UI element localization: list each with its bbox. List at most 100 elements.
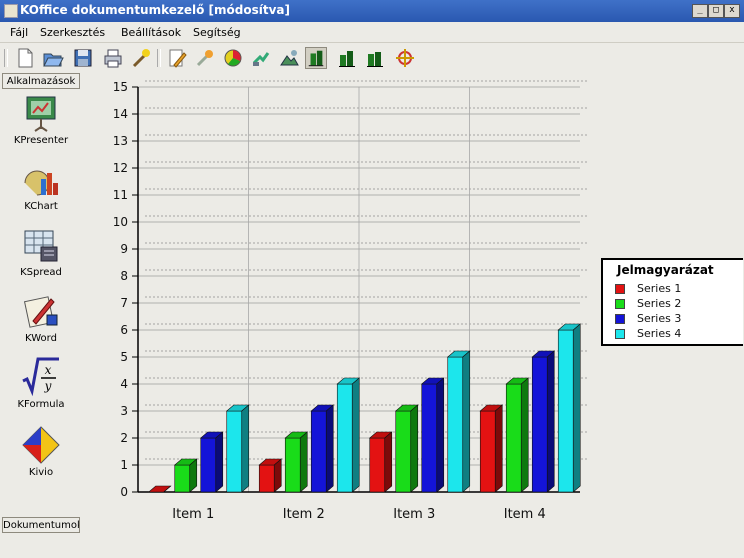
app-kivio[interactable]: Kivio <box>2 425 80 487</box>
bar <box>557 323 582 493</box>
kformula-icon: x y <box>22 357 59 397</box>
x-tick-label: Item 1 <box>172 507 214 522</box>
menu-edit[interactable]: Szerkesztés <box>40 26 106 39</box>
y-tick-label: 11 <box>113 188 128 202</box>
menu-file[interactable]: Fájl <box>10 26 29 39</box>
legend-label: Series 3 <box>637 312 682 325</box>
bar <box>446 350 471 493</box>
y-tick-label: 8 <box>120 269 128 283</box>
area-icon[interactable] <box>394 47 416 69</box>
tab-documents[interactable]: Dokumentumok <box>2 517 80 533</box>
bar <box>531 350 556 493</box>
legend-swatch <box>615 314 625 324</box>
app-kchart[interactable]: KChart <box>2 159 80 221</box>
bar-chart-button[interactable] <box>305 47 327 69</box>
pie-chart-icon[interactable] <box>336 47 358 69</box>
data-edit-icon[interactable] <box>250 47 272 69</box>
app-label: Kivio <box>28 467 54 478</box>
x-tick-label: Item 4 <box>504 507 546 522</box>
y-tick-label: 1 <box>120 458 128 472</box>
maximize-button[interactable]: □ <box>708 4 724 18</box>
toolbar-separator <box>157 49 161 67</box>
y-tick-label: 13 <box>113 134 128 148</box>
chart-bars <box>147 323 582 493</box>
minimize-button[interactable]: _ <box>692 4 708 18</box>
kspread-icon <box>24 230 58 262</box>
new-icon[interactable] <box>14 47 36 69</box>
y-tick-label: 5 <box>120 350 128 364</box>
page-layout-icon[interactable] <box>278 47 300 69</box>
kpresenter-icon <box>26 96 56 132</box>
app-label: KSpread <box>20 267 62 278</box>
bar-chart-icon <box>308 50 324 67</box>
y-tick-label: 12 <box>113 161 128 175</box>
bar <box>225 404 250 493</box>
open-icon[interactable] <box>42 47 64 69</box>
y-tick-label: 0 <box>120 485 128 499</box>
app-icon <box>4 4 18 18</box>
bar <box>284 431 309 493</box>
legend-title: Jelmagyarázat <box>617 263 714 277</box>
save-icon[interactable] <box>72 47 94 69</box>
config-icon[interactable] <box>194 47 216 69</box>
menu-settings[interactable]: Beállítások <box>121 26 182 39</box>
y-tick-label: 6 <box>120 323 128 337</box>
bar <box>479 404 504 493</box>
sidebar: Alkalmazások KPresenter KChart KSpread <box>0 73 82 543</box>
y-tick-label: 3 <box>120 404 128 418</box>
bar <box>310 404 335 493</box>
toolbar-grip[interactable] <box>4 49 8 67</box>
bar <box>368 431 393 493</box>
app-label: KChart <box>24 201 58 212</box>
svg-text:x: x <box>45 363 52 377</box>
y-tick-label: 9 <box>120 242 128 256</box>
legend-label: Series 2 <box>637 297 682 310</box>
legend-swatch <box>615 329 625 339</box>
bar <box>147 485 172 493</box>
y-tick-label: 15 <box>113 80 128 94</box>
y-tick-label: 10 <box>113 215 128 229</box>
legend-label: Series 1 <box>637 282 682 295</box>
title-bar: KOffice dokumentumkezelő [módosítva] _ □… <box>0 0 744 22</box>
bar <box>394 404 419 493</box>
close-button[interactable]: x <box>724 4 740 18</box>
kchart-icon <box>24 170 58 196</box>
legend: Jelmagyarázat Series 1 Series 2 Series 3… <box>601 258 743 346</box>
kivio-icon <box>22 426 60 464</box>
x-tick-label: Item 3 <box>393 507 435 522</box>
app-label: KPresenter <box>13 135 69 146</box>
svg-text:y: y <box>44 379 52 393</box>
y-tick-label: 7 <box>120 296 128 310</box>
line-chart-icon[interactable] <box>364 47 386 69</box>
y-tick-label: 4 <box>120 377 128 391</box>
toolbar <box>0 43 744 73</box>
kword-icon <box>23 296 58 328</box>
tab-applications[interactable]: Alkalmazások <box>2 73 80 89</box>
print-icon[interactable] <box>102 47 124 69</box>
chart-type-icon[interactable] <box>222 47 244 69</box>
legend-swatch <box>615 299 625 309</box>
y-tick-label: 2 <box>120 431 128 445</box>
bar <box>199 431 224 493</box>
x-tick-label: Item 2 <box>283 507 325 522</box>
menu-bar: Fájl Szerkesztés Beállítások Segítség <box>0 22 744 43</box>
legend-label: Series 4 <box>637 327 682 340</box>
app-kpresenter[interactable]: KPresenter <box>2 93 80 155</box>
bar <box>173 458 198 493</box>
bar <box>336 377 361 493</box>
y-tick-label: 14 <box>113 107 128 121</box>
app-kformula[interactable]: x y KFormula <box>2 357 80 419</box>
bar <box>258 458 283 493</box>
app-kspread[interactable]: KSpread <box>2 225 80 287</box>
app-label: KWord <box>25 333 57 344</box>
bar <box>420 377 445 493</box>
edit-icon[interactable] <box>166 47 188 69</box>
wizard-icon[interactable] <box>130 47 152 69</box>
legend-swatch <box>615 284 625 294</box>
app-label: KFormula <box>17 399 65 410</box>
menu-help[interactable]: Segítség <box>193 26 241 39</box>
app-kword[interactable]: KWord <box>2 291 80 353</box>
window-title: KOffice dokumentumkezelő [módosítva] <box>20 3 291 17</box>
